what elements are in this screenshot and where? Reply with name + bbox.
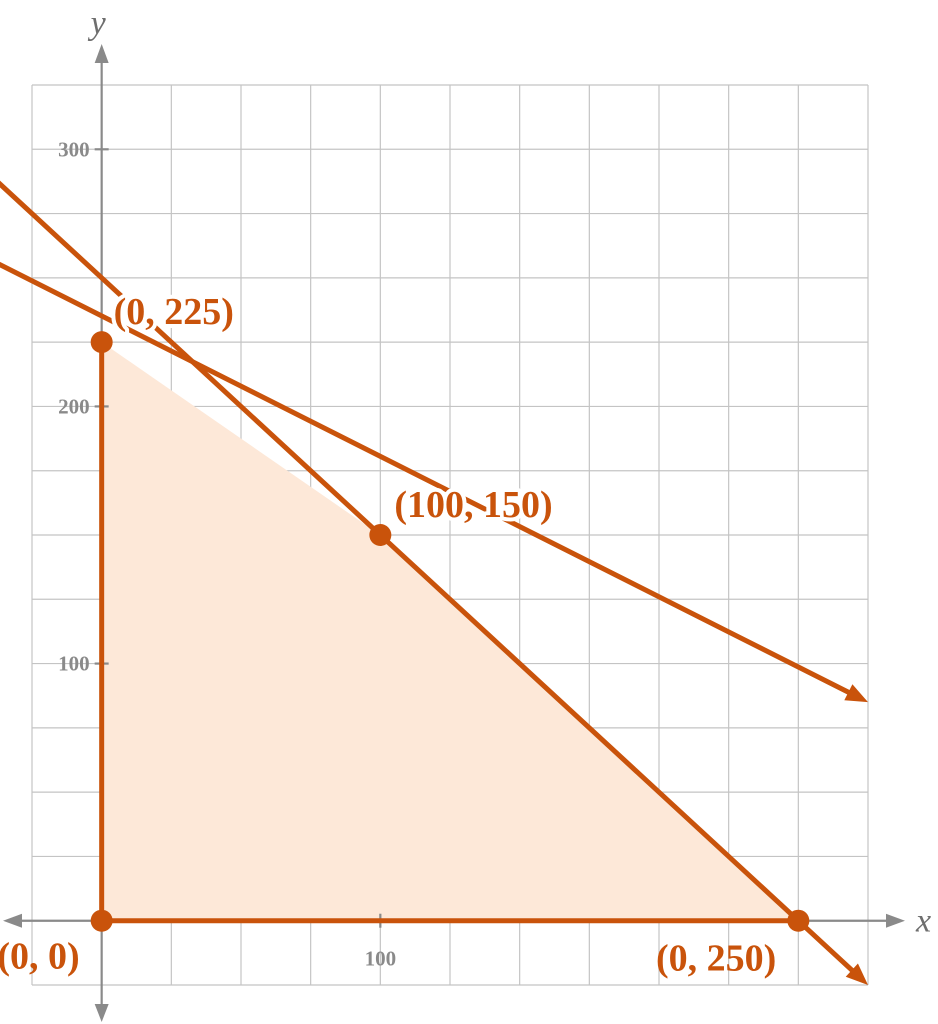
y-axis-arrow-down xyxy=(94,1004,109,1022)
vertex-point xyxy=(90,909,113,932)
region-edges xyxy=(99,339,801,924)
y-axis-label: y xyxy=(88,5,107,42)
x-axis-arrow-left xyxy=(3,913,22,928)
tick-labels: 100 100 200 300 xyxy=(58,137,396,970)
vertex-labels: (0, 225) (100, 150) (0, 0) (0, 250) xyxy=(0,287,776,980)
vertex-point xyxy=(369,524,392,546)
y-tick-label: 300 xyxy=(58,137,90,161)
constraint-line-1-arrow-end xyxy=(845,963,868,985)
vertex-label: (0, 0) xyxy=(0,936,80,978)
vertex-point xyxy=(787,909,810,932)
vertex-label: (100, 150) xyxy=(394,484,552,526)
y-tick-label: 100 xyxy=(58,652,90,676)
vertex-point xyxy=(90,331,113,354)
constraint-line-2-arrow-end xyxy=(844,684,868,703)
feasible-region xyxy=(101,342,799,921)
constraint-line-1 xyxy=(0,180,858,976)
x-tick-label: 100 xyxy=(365,947,397,971)
vertices xyxy=(90,331,810,932)
constraint-lines xyxy=(0,180,868,985)
y-axis-arrow-up xyxy=(94,44,109,63)
vertex-label: (0, 250) xyxy=(656,938,776,980)
y-tick-label: 200 xyxy=(58,394,90,418)
constraint-line-2 xyxy=(0,261,855,697)
x-axis-arrow-right xyxy=(886,913,905,928)
vertex-label: (0, 225) xyxy=(114,291,234,333)
x-axis-label: x xyxy=(915,903,931,940)
